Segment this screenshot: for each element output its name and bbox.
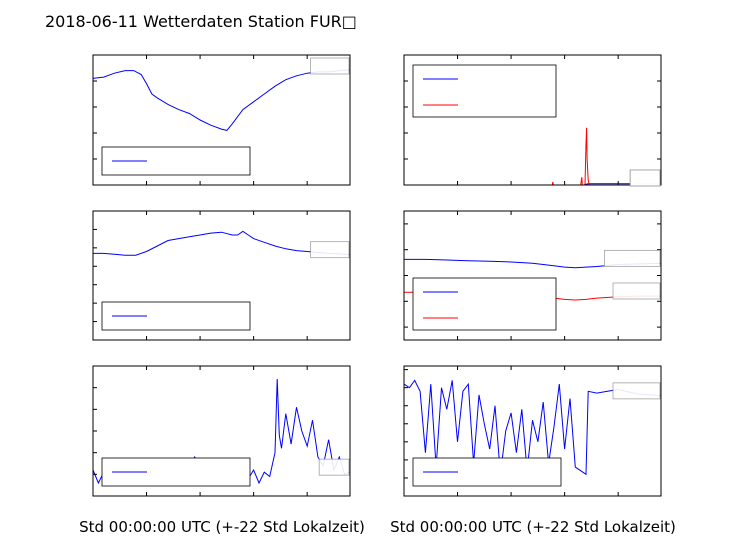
series-line-2 bbox=[404, 127, 661, 186]
x-axis-label-left: Std 00:00:00 UTC (+-22 Std Lokalzeit) bbox=[79, 518, 365, 536]
plot-frame bbox=[403, 54, 662, 186]
legend-box bbox=[412, 277, 557, 331]
plot-frame bbox=[92, 54, 351, 186]
legend-box bbox=[412, 64, 557, 118]
chart-panel-3 bbox=[92, 210, 351, 341]
current-value-annotation-box bbox=[310, 241, 350, 259]
current-value-annotation-box bbox=[612, 382, 661, 400]
series-line-1 bbox=[403, 379, 662, 476]
current-value-annotation-2-box bbox=[629, 169, 661, 187]
current-value-annotation-2-box bbox=[612, 282, 661, 300]
current-value-annotation-box bbox=[318, 458, 350, 476]
x-axis-label-right: Std 00:00:00 UTC (+-22 Std Lokalzeit) bbox=[390, 518, 676, 536]
chart-panel-5 bbox=[92, 365, 351, 497]
chart-panel-6 bbox=[403, 365, 662, 497]
chart-panel-1 bbox=[92, 54, 351, 186]
series-line-1 bbox=[92, 69, 351, 131]
current-value-annotation-box bbox=[310, 57, 350, 75]
current-value-annotation-box bbox=[604, 249, 661, 267]
series-line-1 bbox=[93, 230, 351, 256]
chart-panel-2 bbox=[403, 54, 662, 187]
plot-frame bbox=[403, 365, 662, 497]
figure-title: 2018-06-11 Wetterdaten Station FUR□ bbox=[45, 12, 357, 31]
chart-panel-4 bbox=[403, 210, 662, 341]
plot-frame bbox=[92, 210, 351, 341]
